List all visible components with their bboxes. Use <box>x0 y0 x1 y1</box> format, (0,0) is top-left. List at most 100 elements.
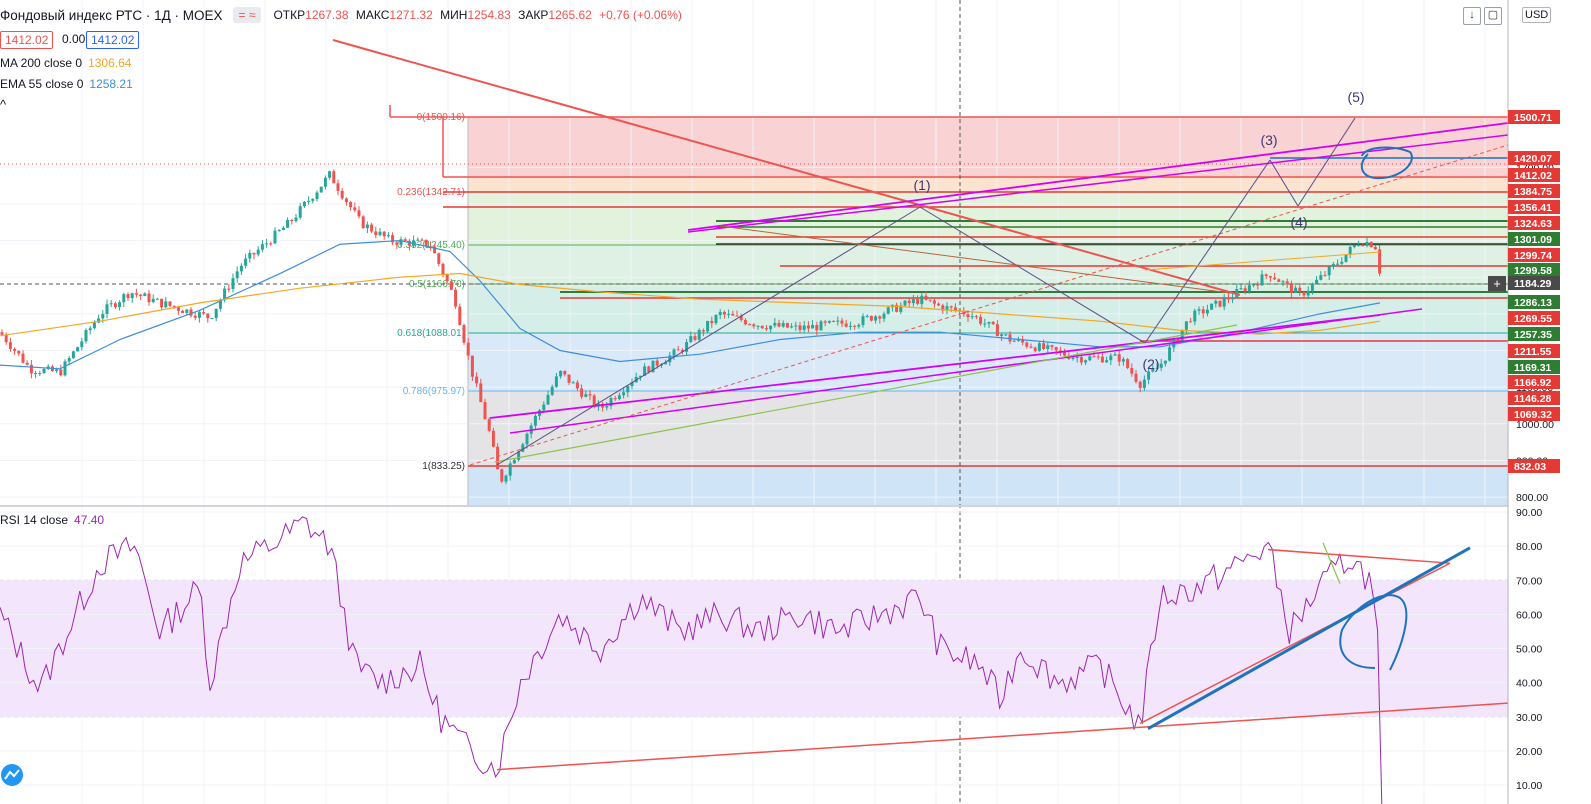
trend-line <box>509 308 1423 434</box>
candle <box>349 202 353 208</box>
fib-zone <box>468 192 1508 245</box>
candle <box>353 207 357 211</box>
candle <box>1113 354 1117 356</box>
candle <box>319 186 323 193</box>
arrow-down-icon[interactable]: ↓ <box>1463 7 1481 25</box>
candle <box>302 201 306 207</box>
rsi-trend-line <box>1139 562 1451 725</box>
candle <box>1134 373 1138 382</box>
rsi-legend[interactable]: RSI 14 close 47.40 <box>0 513 104 527</box>
ask-box[interactable]: 1412.02 <box>86 31 140 49</box>
candle <box>676 349 680 351</box>
candle <box>794 325 798 327</box>
candle <box>8 342 12 349</box>
trend-line <box>687 134 1509 233</box>
candle <box>512 459 516 464</box>
candle <box>542 404 546 411</box>
candle <box>731 313 735 316</box>
candle <box>798 325 802 330</box>
candle <box>739 315 743 320</box>
candle <box>966 314 970 318</box>
price-label-bg <box>1508 295 1560 309</box>
candle <box>974 316 978 318</box>
price-label: 1146.28 <box>1514 393 1552 405</box>
fib-zone <box>468 333 1508 391</box>
rsi-tick: 10.00 <box>1516 780 1542 792</box>
price-label-bg <box>1508 327 1560 341</box>
candle <box>63 361 67 376</box>
candle <box>391 235 395 243</box>
candle <box>109 303 113 305</box>
candle <box>55 369 59 372</box>
candle <box>1084 360 1088 363</box>
candle <box>575 382 579 389</box>
candle <box>1310 283 1314 291</box>
candle <box>122 294 126 303</box>
candle <box>1218 300 1222 307</box>
trend-line <box>719 225 1231 294</box>
candle <box>1239 288 1243 290</box>
rsi-tick: 80.00 <box>1516 541 1542 553</box>
rsi-tick: 40.00 <box>1516 678 1542 690</box>
candle <box>722 311 726 315</box>
candle <box>147 293 151 303</box>
price-label-bg <box>1508 263 1560 277</box>
candle <box>680 349 684 352</box>
bid-box[interactable]: 1412.02 <box>0 31 54 49</box>
price-label-bg <box>1508 344 1560 358</box>
price-label: 1286.13 <box>1514 297 1552 309</box>
open-label: ОТКР <box>273 8 306 22</box>
candle <box>1016 339 1020 341</box>
candle <box>1063 351 1067 356</box>
candle <box>953 307 957 311</box>
candle <box>571 382 575 384</box>
candle <box>559 370 563 377</box>
candle <box>1008 334 1012 342</box>
trend-line <box>494 324 1238 463</box>
rsi-tick: 50.00 <box>1516 644 1542 656</box>
legend-collapse-icon[interactable]: ^ <box>0 97 7 112</box>
candle <box>525 433 529 445</box>
wave-label: (2) <box>1142 356 1159 372</box>
candle <box>1105 360 1109 363</box>
candle <box>483 402 487 420</box>
rsi-tick: 20.00 <box>1516 746 1542 758</box>
candle <box>365 224 369 229</box>
maximize-icon[interactable]: ▢ <box>1484 7 1502 25</box>
candle <box>878 316 882 319</box>
rsi-blue-trend <box>1147 546 1471 731</box>
crosshair-plus-icon: + <box>1493 276 1501 291</box>
candle <box>983 323 987 325</box>
candle <box>1100 356 1104 363</box>
candle <box>626 386 630 393</box>
candle <box>979 316 983 324</box>
candle <box>916 299 920 304</box>
candle <box>701 330 705 332</box>
candle <box>1197 309 1201 311</box>
candle <box>1323 275 1327 277</box>
candle <box>1121 359 1125 362</box>
candle <box>42 368 46 373</box>
candle <box>416 239 420 241</box>
rsi-label: RSI 14 close <box>0 513 69 527</box>
ma200-legend[interactable]: MA 200 close 0 1306.64 <box>0 56 131 70</box>
compare-toggle[interactable]: = ≈ <box>232 7 262 23</box>
candle <box>101 313 105 319</box>
symbol-title[interactable]: Фондовый индекс РТС · 1Д · MOEX <box>0 7 223 23</box>
price-label-bg <box>1508 459 1560 473</box>
candle <box>311 199 315 201</box>
price-label: 1269.55 <box>1514 313 1552 325</box>
candle <box>672 349 676 356</box>
candle <box>844 323 848 327</box>
fib-zone <box>468 391 1508 466</box>
candle <box>1344 254 1348 262</box>
fib-label: 0.382(1245.40) <box>397 240 465 251</box>
candle <box>25 362 29 365</box>
ema55-legend[interactable]: EMA 55 close 0 1258.21 <box>0 77 133 91</box>
candle <box>143 293 147 297</box>
candle <box>1268 276 1272 278</box>
currency-label[interactable]: USD <box>1522 7 1552 23</box>
candle <box>588 394 592 396</box>
candle <box>815 325 819 331</box>
